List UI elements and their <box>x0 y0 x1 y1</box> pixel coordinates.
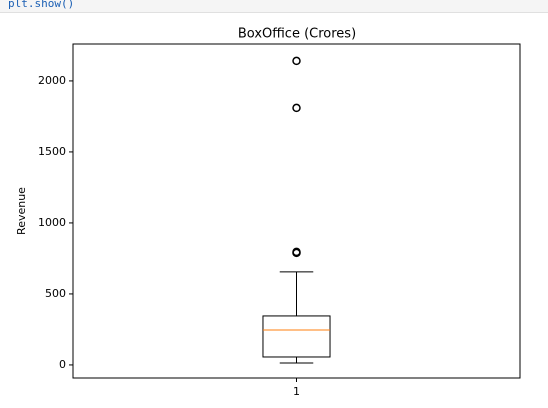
y-tick-label: 1000 <box>38 216 66 229</box>
x-tick-label: 1 <box>293 385 300 398</box>
y-tick-label: 2000 <box>38 74 66 87</box>
box <box>262 315 331 358</box>
y-axis-label: Revenue <box>15 187 28 235</box>
y-tick-label: 1500 <box>38 145 66 158</box>
y-tick-label: 0 <box>59 358 66 371</box>
code-cell: plt.show() <box>0 0 548 13</box>
outlier <box>292 103 301 113</box>
outlier <box>292 247 301 257</box>
plot-frame <box>72 43 521 379</box>
outlier <box>292 56 301 66</box>
chart-title: BoxOffice (Crores) <box>238 27 356 42</box>
y-tick-label: 500 <box>45 287 66 300</box>
